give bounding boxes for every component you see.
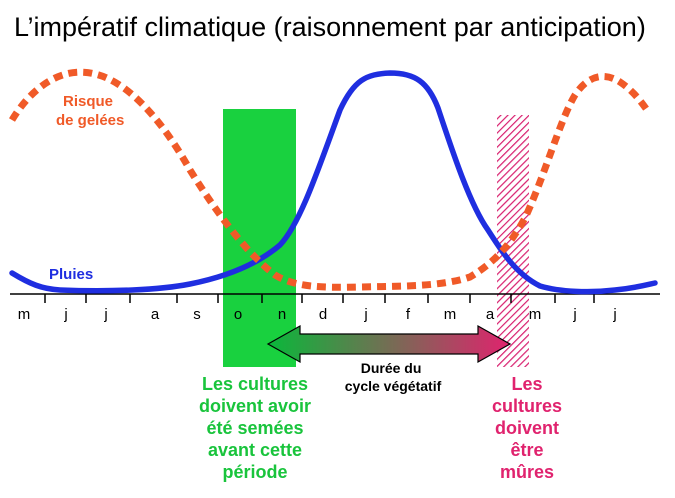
vegetative-cycle-arrow bbox=[266, 324, 512, 364]
caption-left-line: période bbox=[222, 462, 287, 482]
arrow-label-line2: cycle végétatif bbox=[345, 378, 442, 394]
month-label: n bbox=[278, 306, 286, 323]
arrow-label: Durée du cycle végétatif bbox=[345, 360, 442, 394]
caption-left-line: avant cette bbox=[208, 440, 302, 460]
month-label: j bbox=[572, 306, 576, 323]
month-label: a bbox=[486, 306, 495, 323]
caption-right-line: cultures bbox=[492, 396, 562, 416]
month-label: f bbox=[406, 306, 411, 323]
caption-left: Les cultures doivent avoir été semées avant… bbox=[199, 374, 311, 482]
frost-label-line1: Risque bbox=[63, 93, 113, 110]
month-label: m bbox=[529, 306, 542, 323]
month-label: j bbox=[63, 306, 67, 323]
caption-right-line: mûres bbox=[500, 462, 554, 482]
month-label: m bbox=[444, 306, 457, 323]
caption-left-line: été semées bbox=[206, 418, 303, 438]
page-title: L’impératif climatique (raisonnement par… bbox=[14, 12, 646, 42]
month-label: m bbox=[18, 306, 31, 323]
month-label: j bbox=[103, 306, 107, 323]
caption-right-line: être bbox=[510, 440, 543, 460]
month-label: j bbox=[363, 306, 367, 323]
month-label: s bbox=[193, 306, 201, 323]
month-label: o bbox=[234, 306, 242, 323]
month-label: a bbox=[151, 306, 160, 323]
caption-left-line: doivent avoir bbox=[199, 396, 311, 416]
rain-curve bbox=[9, 70, 658, 295]
axis-ticks bbox=[44, 294, 595, 303]
caption-right: Les cultures doivent être mûres bbox=[492, 374, 562, 482]
frost-label-line2: de gelées bbox=[56, 112, 124, 129]
caption-right-line: Les bbox=[511, 374, 542, 394]
frost-label: Risque de gelées bbox=[56, 93, 124, 129]
month-label: j bbox=[612, 306, 616, 323]
harvest-zone bbox=[497, 115, 529, 367]
arrow-label-line1: Durée du bbox=[361, 360, 422, 376]
caption-left-line: Les cultures bbox=[202, 374, 308, 394]
rain-label: Pluies bbox=[49, 266, 93, 283]
caption-right-line: doivent bbox=[495, 418, 559, 438]
frost-risk-curve bbox=[8, 68, 650, 291]
month-label: d bbox=[319, 306, 327, 323]
